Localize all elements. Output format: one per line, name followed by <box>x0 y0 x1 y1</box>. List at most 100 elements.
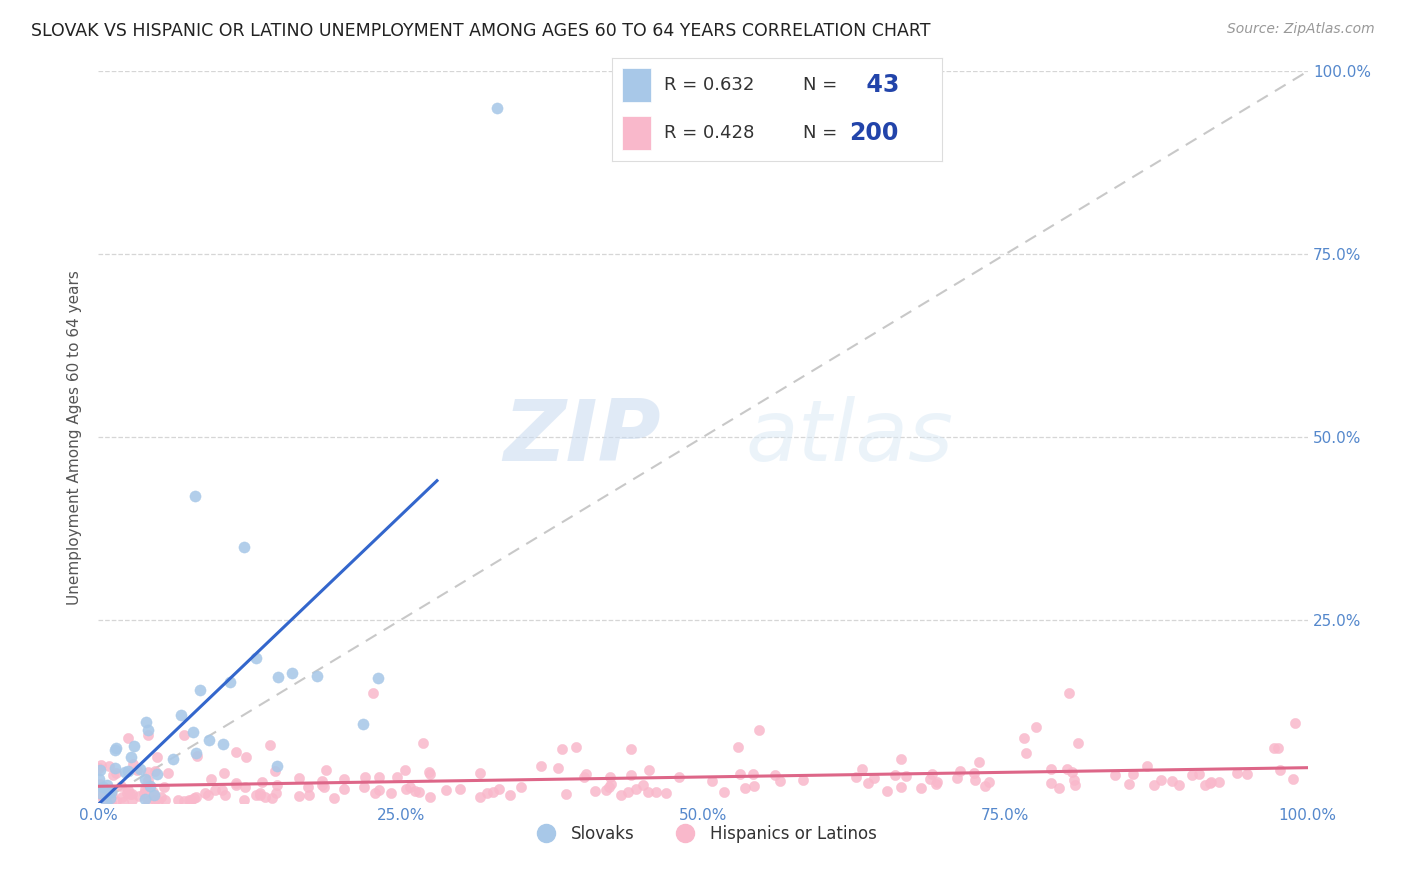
Point <box>1149 773 1171 788</box>
Text: 200: 200 <box>849 120 898 145</box>
Point <box>146 767 169 781</box>
Point <box>173 728 195 742</box>
Point <box>1057 686 1080 700</box>
Point <box>610 788 633 802</box>
Point <box>225 776 247 790</box>
Point <box>1067 736 1090 750</box>
Point <box>419 789 441 804</box>
Point <box>96 778 118 792</box>
Point <box>1122 767 1144 781</box>
Point <box>211 782 233 797</box>
Point <box>575 767 598 781</box>
Point <box>631 778 654 792</box>
Point <box>98 791 121 805</box>
Point <box>104 743 127 757</box>
Point <box>354 770 377 784</box>
Point <box>962 766 984 780</box>
Point <box>1118 777 1140 791</box>
Point <box>1199 775 1222 789</box>
Point <box>148 794 170 808</box>
Point <box>110 779 132 793</box>
Point <box>876 784 898 798</box>
Point <box>305 669 328 683</box>
Point <box>668 770 690 784</box>
Text: N =: N = <box>803 124 838 142</box>
Point <box>599 770 621 784</box>
Point <box>475 786 498 800</box>
Point <box>100 795 122 809</box>
Point <box>1194 778 1216 792</box>
Point <box>713 784 735 798</box>
Point <box>333 772 356 787</box>
Point <box>1063 779 1085 793</box>
Point <box>1039 762 1062 776</box>
Point <box>792 773 814 788</box>
Point <box>367 770 389 784</box>
Point <box>572 770 595 784</box>
Point <box>179 793 201 807</box>
Point <box>117 764 139 778</box>
Point <box>530 758 553 772</box>
Point <box>617 785 640 799</box>
Point <box>468 789 491 804</box>
Point <box>264 786 287 800</box>
Point <box>626 782 648 797</box>
Point <box>1136 758 1159 772</box>
Point <box>97 784 120 798</box>
Text: Source: ZipAtlas.com: Source: ZipAtlas.com <box>1227 22 1375 37</box>
Point <box>910 780 932 795</box>
Point <box>111 789 134 804</box>
Point <box>184 489 207 503</box>
Point <box>645 785 668 799</box>
Point <box>198 732 221 747</box>
Point <box>598 780 620 794</box>
Point <box>218 674 240 689</box>
Point <box>232 540 254 554</box>
Point <box>434 782 457 797</box>
Point <box>101 788 124 802</box>
Point <box>121 787 143 801</box>
Point <box>977 775 1000 789</box>
Point <box>266 778 288 792</box>
Point <box>364 786 387 800</box>
Point <box>763 768 786 782</box>
Point <box>263 764 285 779</box>
Point <box>93 789 115 803</box>
Point <box>100 785 122 799</box>
Point <box>404 784 426 798</box>
Point <box>851 762 873 776</box>
Point <box>142 788 165 802</box>
Point <box>105 793 128 807</box>
Point <box>212 738 235 752</box>
Point <box>94 795 117 809</box>
Point <box>1263 741 1285 756</box>
Legend: Slovaks, Hispanics or Latinos: Slovaks, Hispanics or Latinos <box>523 818 883 849</box>
Point <box>136 728 159 742</box>
Point <box>1025 720 1047 734</box>
Point <box>97 759 120 773</box>
Point <box>235 749 257 764</box>
Point <box>333 781 356 796</box>
Point <box>136 723 159 737</box>
Point <box>249 788 271 802</box>
Point <box>1143 779 1166 793</box>
Point <box>184 746 207 760</box>
Point <box>599 777 621 791</box>
Point <box>974 779 997 793</box>
Point <box>259 738 281 752</box>
Point <box>863 771 886 785</box>
Point <box>595 783 617 797</box>
Point <box>856 776 879 790</box>
Point <box>727 739 749 754</box>
Point <box>418 764 440 779</box>
Point <box>297 780 319 795</box>
Point <box>91 789 114 804</box>
Point <box>890 780 912 794</box>
Point <box>380 786 402 800</box>
Point <box>122 739 145 753</box>
Point <box>180 793 202 807</box>
Point <box>449 782 471 797</box>
Point <box>89 763 111 777</box>
Point <box>1226 765 1249 780</box>
Point <box>1208 775 1230 789</box>
